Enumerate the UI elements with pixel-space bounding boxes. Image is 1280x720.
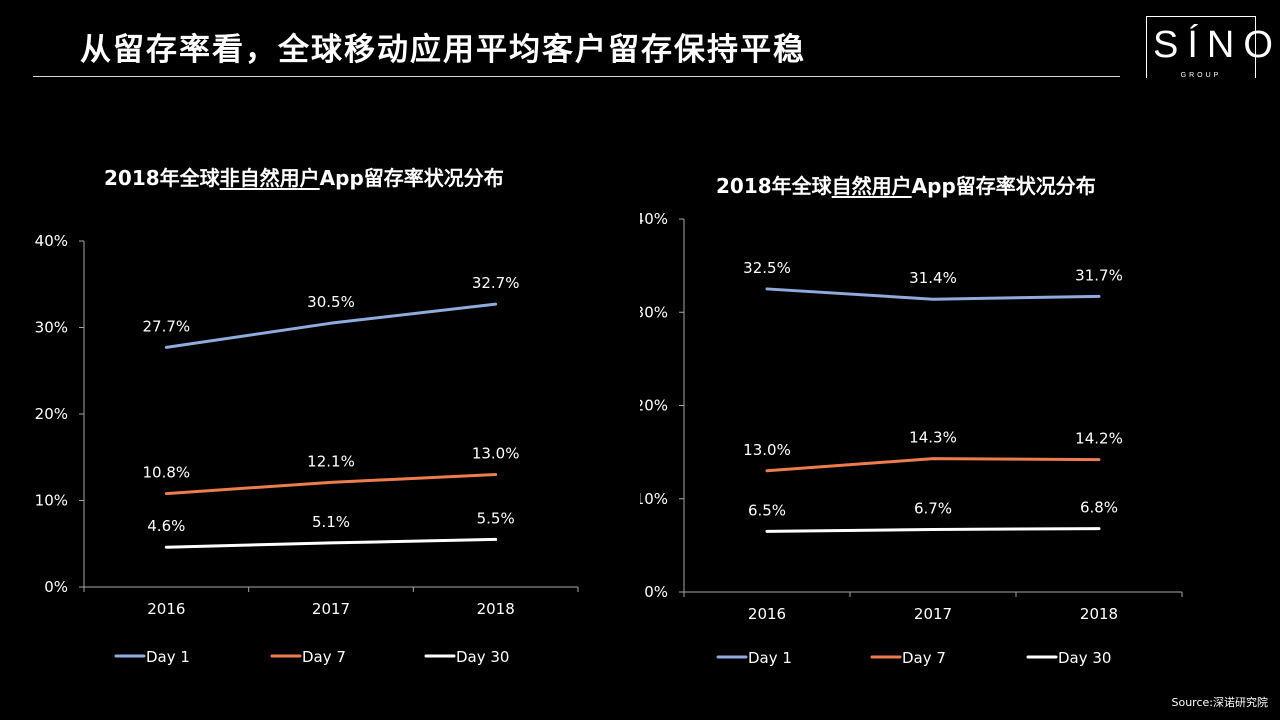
- chart-2-data-label: 13.0%: [743, 441, 791, 459]
- chart-2-legend-label: Day 7: [902, 649, 946, 667]
- chart-1-title-emphasis: 非自然用户: [219, 166, 320, 190]
- chart-1-non-organic-retention: 0% 10% 20% 30% 40% 2016 2017 2018 27.7% 30.5% 32.7…: [35, 232, 579, 666]
- chart-1-legend-label: Day 30: [456, 648, 509, 666]
- chart-2-title-post: App留存率状况分布: [911, 174, 1096, 198]
- chart-2-x-tick-label: 2017: [914, 605, 952, 623]
- chart-1-title-post: App留存率状况分布: [319, 166, 504, 190]
- title-divider: [33, 76, 1120, 77]
- chart-1-data-label: 4.6%: [147, 517, 185, 535]
- logo-wordmark: SÍNO: [1153, 24, 1280, 66]
- chart-2-data-label: 6.8%: [1080, 499, 1118, 517]
- chart-2-y-tick-label: 0%: [644, 583, 668, 601]
- chart-1-data-label: 32.7%: [472, 274, 520, 292]
- chart-1-y-tick-label: 10%: [35, 492, 68, 510]
- chart-1-title-pre: 2018年全球: [104, 166, 220, 190]
- chart-2-y-tick-label: 40%: [640, 210, 668, 228]
- logo-subtext: GROUP: [1147, 72, 1255, 79]
- chart-2-data-label: 31.7%: [1075, 266, 1123, 284]
- chart-2-y-tick-label: 10%: [640, 490, 668, 508]
- chart-1-series-line-1: [164, 302, 498, 349]
- chart-2-data-label: 14.2%: [1075, 430, 1123, 448]
- page-title: 从留存率看，全球移动应用平均客户留存保持平稳: [80, 32, 806, 68]
- chart-1-data-label: 30.5%: [307, 293, 355, 311]
- chart-1-x-tick-label: 2017: [312, 600, 350, 618]
- chart-2-data-label: 14.3%: [909, 429, 957, 447]
- chart-1-y-tick-label: 40%: [35, 232, 68, 250]
- chart-1-y-tick-label: 30%: [35, 319, 68, 337]
- chart-1-y-tick-label: 0%: [44, 578, 68, 596]
- chart-1-data-label: 5.5%: [477, 509, 515, 527]
- chart-2-data-label: 6.5%: [748, 501, 786, 519]
- chart-1-title: 2018年全球非自然用户App留存率状况分布: [104, 162, 504, 191]
- chart-2-title-emphasis: 自然用户: [831, 174, 912, 198]
- chart-2-x-tick-label: 2018: [1080, 605, 1118, 623]
- chart-1-data-label: 27.7%: [143, 317, 191, 335]
- chart-1-series-line-3: [164, 537, 498, 549]
- chart-2-y-tick-label: 20%: [640, 397, 668, 415]
- chart-2-data-label: 6.7%: [914, 500, 952, 518]
- chart-2-series-line-2: [765, 457, 1101, 473]
- chart-1-data-label: 13.0%: [472, 445, 520, 463]
- chart-2-series-line-1: [765, 287, 1101, 301]
- chart-1-series-line-2: [164, 473, 498, 496]
- sino-logo: SÍNO GROUP: [1146, 16, 1280, 79]
- chart-2-legend-label: Day 30: [1058, 649, 1111, 667]
- chart-2-y-tick-label: 30%: [640, 303, 668, 321]
- source-note: Source:深诺研究院: [1171, 696, 1269, 709]
- chart-2-organic-retention: 0% 10% 20% 30% 40% 2016 2017 2018 32.5% 31.4% 31.7…: [640, 210, 1183, 667]
- chart-1-legend-label: Day 7: [302, 648, 346, 666]
- chart-2-legend-label: Day 1: [748, 649, 792, 667]
- chart-1-x-tick-label: 2016: [147, 600, 185, 618]
- chart-2-data-label: 31.4%: [909, 269, 957, 287]
- chart-1-data-label: 10.8%: [143, 464, 191, 482]
- chart-2-data-label: 32.5%: [743, 259, 791, 277]
- chart-1-data-label: 12.1%: [307, 452, 355, 470]
- chart-2-title-pre: 2018年全球: [716, 174, 832, 198]
- chart-2-x-tick-label: 2016: [748, 605, 786, 623]
- chart-2-series-line-3: [765, 527, 1101, 533]
- chart-2-title: 2018年全球自然用户App留存率状况分布: [716, 170, 1096, 199]
- chart-1-data-label: 5.1%: [312, 513, 350, 531]
- chart-1-y-tick-label: 20%: [35, 405, 68, 423]
- chart-1-legend-label: Day 1: [146, 648, 190, 666]
- chart-1-x-tick-label: 2018: [477, 600, 515, 618]
